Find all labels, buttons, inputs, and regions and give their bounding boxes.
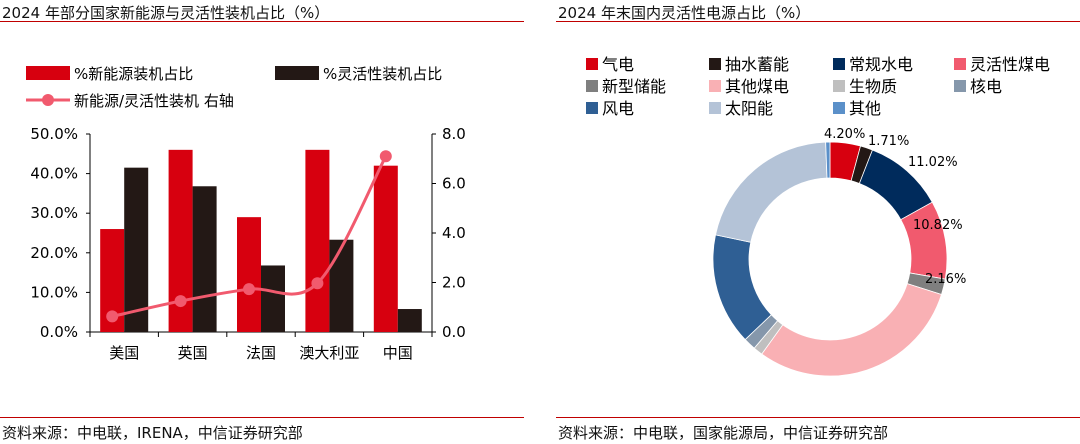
left-source-rule: [0, 417, 524, 418]
left-y-tick-label: 20.0%: [30, 244, 78, 262]
legend-swatch: [954, 80, 966, 92]
bar-new-energy: [305, 149, 330, 332]
right-y-tick-label: 6.0: [442, 175, 466, 193]
slice-data-label: 11.02%: [908, 155, 958, 170]
right-y-tick-label: 0.0: [442, 323, 466, 341]
legend-label: 生物质: [849, 77, 897, 96]
ratio-point: [243, 283, 255, 296]
right-chart-title: 2024 年末国内灵活性电源占比（%）: [558, 4, 811, 22]
legend-swatch: [586, 58, 598, 70]
right-source-note: 资料来源：中电联，国家能源局，中信证券研究部: [558, 424, 889, 442]
bar-flexible: [192, 186, 217, 332]
x-category-label: 澳大利亚: [299, 344, 359, 362]
bar-flexible: [329, 239, 354, 332]
x-category-label: 英国: [178, 344, 208, 362]
legend-swatch: [954, 58, 966, 70]
legend-label: 常规水电: [849, 55, 913, 74]
left-y-tick-label: 10.0%: [30, 283, 78, 301]
bar-flexible: [124, 167, 149, 332]
legend-swatch-new-energy: [26, 66, 70, 80]
left-chart-title: 2024 年部分国家新能源与灵活性装机占比（%）: [2, 4, 330, 22]
legend-label: 风电: [602, 99, 634, 118]
legend-swatch: [833, 58, 845, 70]
right-y-tick-label: 2.0: [442, 274, 466, 292]
legend-swatch-flexible: [275, 66, 319, 80]
legend-label-flexible: %灵活性装机占比: [323, 65, 442, 83]
legend-label: 太阳能: [725, 99, 773, 118]
legend-label-new-energy: %新能源装机占比: [74, 65, 193, 83]
left-y-tick-label: 50.0%: [30, 125, 78, 143]
donut-slice: [715, 141, 828, 243]
legend-swatch: [586, 80, 598, 92]
left-source-note: 资料来源：中电联，IRENA，中信证券研究部: [2, 424, 303, 442]
x-category-label: 中国: [383, 344, 413, 362]
right-source-rule: [556, 417, 1080, 418]
slice-data-label: 2.16%: [925, 272, 966, 287]
left-title-rule: [0, 21, 524, 22]
legend-marker-ratio: [42, 94, 54, 106]
right-y-tick-label: 4.0: [442, 224, 466, 242]
left-y-tick-label: 30.0%: [30, 204, 78, 222]
x-category-label: 法国: [246, 344, 276, 362]
right-chart-panel: 2024 年末国内灵活性电源占比（%） 气电 抽水蓄能 常规水电 灵活性煤电 新型储能其…: [556, 0, 1080, 444]
ratio-point: [174, 295, 187, 308]
ratio-point: [311, 277, 324, 290]
legend-swatch: [709, 102, 721, 114]
bar-flexible: [397, 309, 422, 332]
donut-slice: [761, 283, 942, 377]
legend-swatch: [709, 58, 721, 70]
ratio-line: [111, 155, 388, 318]
legend-swatch: [833, 102, 845, 114]
bar-new-energy: [237, 217, 261, 332]
legend-swatch: [586, 102, 598, 114]
legend-label: 核电: [970, 77, 1002, 96]
slice-data-label: 10.82%: [913, 218, 963, 233]
bar-flexible: [261, 265, 285, 332]
ratio-point: [106, 310, 119, 323]
legend-label-ratio: 新能源/灵活性装机 右轴: [74, 92, 234, 110]
slice-data-label: 4.20%: [824, 127, 865, 142]
legend-label: 灵活性煤电: [970, 55, 1050, 74]
right-title-rule: [556, 21, 1080, 22]
bar-new-energy: [373, 165, 398, 332]
x-category-label: 美国: [109, 344, 139, 362]
donut-slice: [825, 141, 831, 179]
left-y-tick-label: 0.0%: [40, 323, 78, 341]
left-chart-panel: 2024 年部分国家新能源与灵活性装机占比（%） %新能源装机占比 %灵活性装机占…: [0, 0, 524, 444]
legend-label: 气电: [602, 55, 634, 74]
ratio-point: [379, 150, 392, 163]
slice-data-label: 1.71%: [868, 134, 909, 149]
left-y-tick-label: 40.0%: [30, 165, 78, 183]
right-y-tick-label: 8.0: [442, 125, 466, 143]
legend-label: 其他煤电: [725, 77, 789, 96]
legend-label: 抽水蓄能: [725, 55, 789, 74]
legend-swatch: [709, 80, 721, 92]
legend-swatch: [833, 80, 845, 92]
legend-label: 新型储能: [602, 77, 666, 96]
legend-label: 其他: [849, 99, 881, 118]
